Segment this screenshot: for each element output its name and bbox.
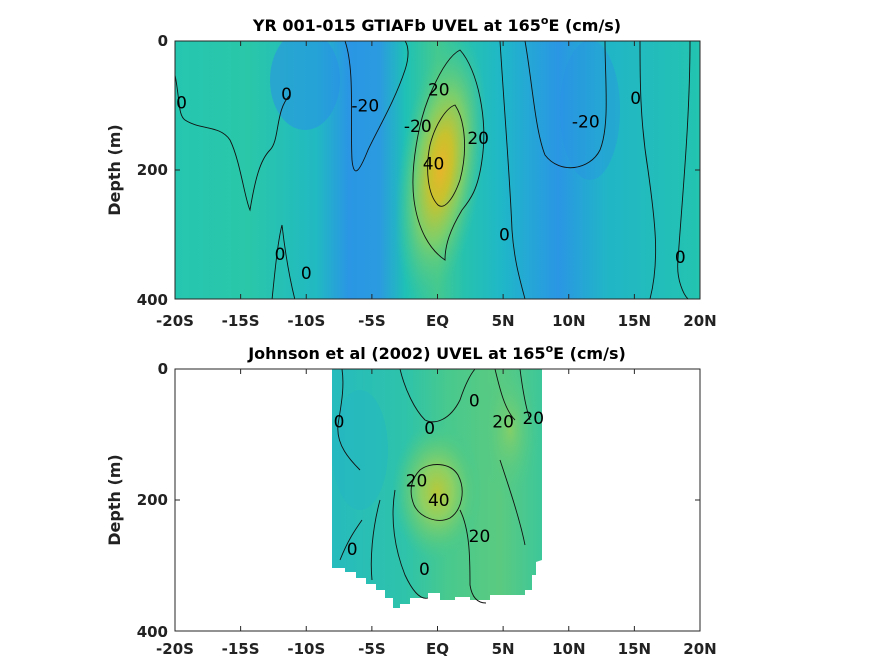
bottom-x-tick-label-20s: -20S [156, 640, 194, 656]
top-contour-label: 0 [499, 226, 510, 246]
top-x-tick-label-10s: -10S [287, 312, 325, 330]
top-x-tick-label-20n: 20N [683, 312, 716, 330]
bottom-chart-title: Johnson et al (2002) UVEL at 165oE (cm/s… [247, 342, 626, 363]
bottom-x-tick-label-5s: -5S [358, 640, 385, 656]
bottom-panel: Johnson et al (2002) UVEL at 165oE (cm/s… [105, 342, 717, 656]
top-contour-label: -20 [572, 113, 600, 133]
bottom-y-axis-label: Depth (m) [105, 454, 124, 546]
bottom-contours [337, 369, 531, 604]
bottom-west-weak [332, 390, 388, 510]
top-south-jet [270, 41, 340, 130]
bottom-contour-label: 0 [424, 419, 435, 439]
top-contour-label: 0 [176, 93, 187, 113]
bottom-contour-label: 20 [406, 471, 428, 491]
bottom-y-tick-label-0: 0 [158, 360, 168, 378]
top-x-tick-label-10n: 10N [552, 312, 585, 330]
bottom-contour-label: 20 [492, 412, 514, 432]
top-contour-label: 20 [467, 129, 489, 149]
top-contours [175, 41, 691, 299]
top-contour-label: 40 [423, 155, 445, 175]
top-contour-label: 0 [275, 245, 286, 265]
top-y-tick-label-0: 0 [158, 32, 168, 50]
bottom-contour-label: 40 [428, 491, 450, 511]
top-undercurrent-core [395, 41, 487, 299]
bottom-x-tick-label-15s: -15S [222, 640, 260, 656]
bottom-y-tick-label-400: 400 [137, 623, 168, 641]
bottom-contour-label: 0 [347, 540, 358, 560]
top-x-tick-label-20s: -20S [156, 312, 194, 330]
bottom-x-tick-label-5n: 5N [492, 640, 515, 656]
top-y-tick-label-400: 400 [137, 291, 168, 309]
bottom-x-tick-label-15n: 15N [618, 640, 651, 656]
top-x-tick-label-eq: EQ [426, 312, 449, 330]
top-chart-title: YR 001-015 GTIAFb UVEL at 165oE (cm/s) [252, 14, 621, 35]
top-x-tick-label-15s: -15S [222, 312, 260, 330]
bottom-contour-label: 20 [469, 527, 491, 547]
bottom-x-tick-label-10n: 10N [552, 640, 585, 656]
top-contour-label: 0 [675, 248, 686, 268]
top-x-tick-label-15n: 15N [618, 312, 651, 330]
top-y-axis-label: Depth (m) [105, 124, 124, 216]
top-ticks [174, 40, 701, 300]
bottom-x-tick-label-10s: -10S [287, 640, 325, 656]
top-contour-label: 0 [281, 85, 292, 105]
bottom-contour-label: 0 [469, 391, 480, 411]
top-contour-label: 20 [428, 80, 450, 100]
bottom-contour-label: 0 [334, 412, 345, 432]
top-y-tick-label-200: 200 [137, 161, 168, 179]
top-contour-label: 0 [630, 89, 641, 109]
top-heatmap [175, 41, 700, 299]
bottom-x-tick-label-eq: EQ [426, 640, 449, 656]
bottom-heatmap [332, 369, 542, 608]
bottom-undercurrent-core [392, 422, 482, 562]
bottom-y-tick-label-200: 200 [137, 491, 168, 509]
top-contour-label: 0 [301, 264, 312, 284]
bottom-ticks [174, 368, 701, 632]
bottom-contour-label: 0 [419, 560, 430, 580]
top-contour-label: -20 [351, 97, 379, 117]
top-contour-label: -20 [404, 117, 432, 137]
top-north-jet [560, 41, 620, 180]
bottom-x-tick-label-20n: 20N [683, 640, 716, 656]
top-x-tick-label-5s: -5S [358, 312, 385, 330]
top-x-tick-label-5n: 5N [492, 312, 515, 330]
bottom-contour-label: 20 [522, 409, 544, 429]
top-panel: YR 001-015 GTIAFb UVEL at 165oE (cm/s) 0… [105, 14, 717, 330]
